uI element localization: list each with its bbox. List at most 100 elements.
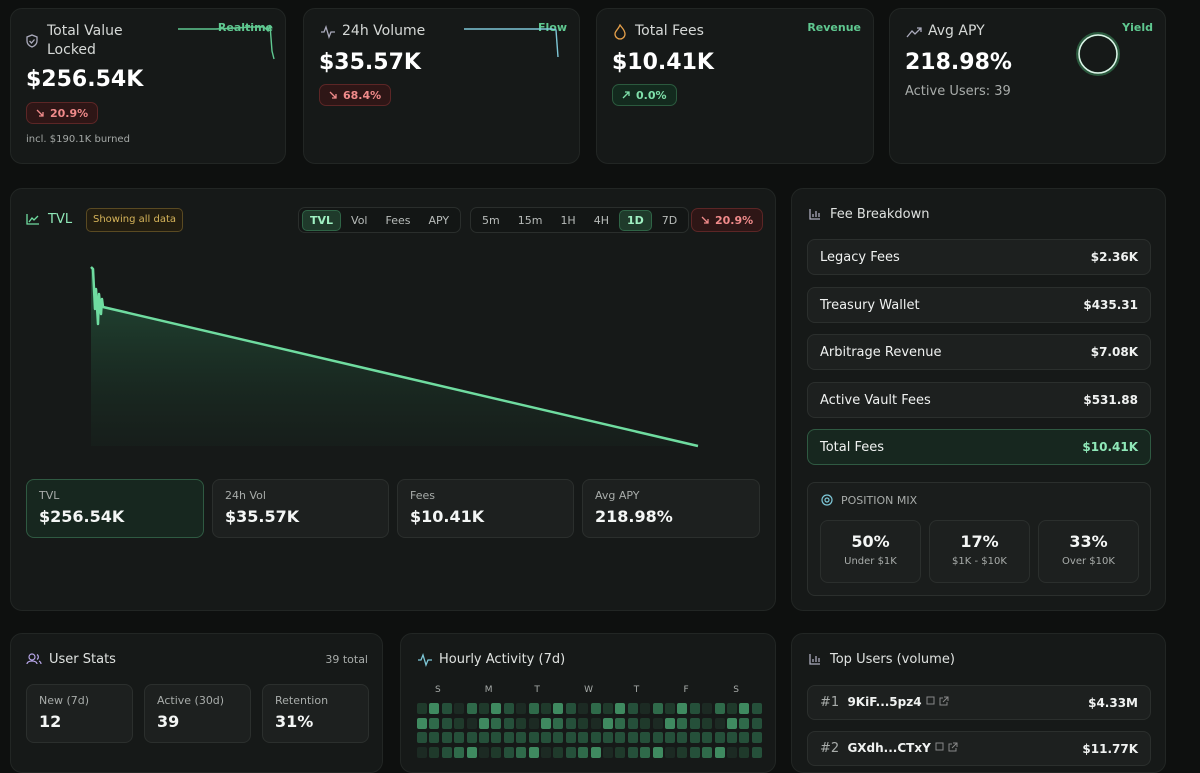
user-stat: New (7d) 12 (26, 684, 133, 743)
heat-cell (479, 732, 489, 743)
heat-cell (665, 732, 675, 743)
user-volume: $11.77K (1082, 741, 1138, 756)
heat-cell (503, 732, 514, 743)
heat-cell (714, 703, 725, 714)
heat-cell (702, 732, 713, 743)
copy-link-icons[interactable] (926, 696, 952, 706)
user-stat-label: Active (30d) (157, 694, 225, 707)
heat-cell (553, 746, 564, 758)
range-tab[interactable]: 1D (619, 209, 652, 231)
stat-tag: Flow (537, 21, 567, 34)
heat-cell (739, 746, 750, 758)
heat-cell (441, 732, 452, 743)
heat-cell (751, 703, 762, 714)
range-tab[interactable]: 15m (517, 213, 543, 227)
copy-link-icons[interactable] (935, 742, 961, 752)
heat-cell (417, 703, 427, 714)
heat-cell (516, 732, 527, 743)
range-tab[interactable]: 7D (661, 213, 678, 227)
summary-card: Fees $10.41K (397, 479, 574, 538)
stat-card: Total Value Locked Realtime $256.54K 20.… (10, 8, 286, 164)
heat-cell (714, 746, 725, 758)
heat-cell (479, 717, 489, 729)
panel-title: TVL (48, 212, 73, 227)
mix-title: POSITION MIX (841, 494, 918, 507)
heat-cell (479, 703, 489, 714)
metric-tabs: TVL Vol Fees APY (298, 207, 462, 233)
heat-cell (491, 717, 502, 729)
shield-icon (26, 34, 38, 48)
stat-title: Total Value Locked (47, 23, 123, 58)
range-tab[interactable]: 4H (593, 213, 609, 227)
line (90, 266, 699, 448)
fee-row: Treasury Wallet $435.31 (807, 287, 1151, 323)
user-stats-panel: User Stats 39 total New (7d) 12 Active (3… (10, 633, 383, 773)
heat-cell (727, 746, 737, 758)
heat-cell (528, 732, 539, 743)
heat-cell (429, 732, 440, 743)
change-text: 20.9% (715, 213, 754, 227)
fee-total: Total Fees $10.41K (807, 429, 1151, 465)
heat-cell (541, 732, 551, 743)
summary-value: $10.41K (410, 507, 485, 526)
stat-note: Active Users: 39 (905, 84, 1011, 99)
change-pill: 20.9% (691, 208, 764, 232)
fee-panel: Fee Breakdown Legacy Fees $2.36K Treasury… (791, 188, 1166, 611)
heat-cell (627, 746, 638, 758)
user-stat-value: 39 (157, 712, 180, 731)
summary-label: Fees (410, 489, 435, 502)
mix-label: $1K - $10K (952, 556, 1007, 567)
top-users-panel: Top Users (volume) #1 9KiF...5pz4 $4.33M… (791, 633, 1166, 773)
trend-icon (906, 27, 922, 38)
stat-value: $35.57K (319, 50, 421, 75)
change-pill: 68.4% (319, 84, 392, 106)
heat-cell (565, 746, 576, 758)
heat-cell (578, 732, 589, 743)
heat-cell (417, 746, 427, 758)
stat-note: incl. $190.1K burned (26, 134, 130, 145)
heat-cell (689, 732, 700, 743)
user-row[interactable]: #2 GXdh...CTxY $11.77K (807, 731, 1151, 766)
summary-label: 24h Vol (225, 489, 266, 502)
heat-cell (429, 717, 440, 729)
heat-cell (441, 717, 452, 729)
stat-value: $10.41K (612, 50, 714, 75)
user-rank: #1 (820, 695, 840, 710)
heat-cell (590, 732, 601, 743)
range-tab[interactable]: 1H (560, 213, 576, 227)
stat-card: Total Fees Revenue $10.41K 0.0% (596, 8, 874, 164)
summary-value: $35.57K (225, 507, 300, 526)
fee-value: $2.36K (1090, 250, 1138, 264)
heat-cell (652, 732, 663, 743)
change-text: 68.4% (343, 88, 382, 102)
heat-cell (665, 717, 675, 729)
heat-cell (441, 746, 452, 758)
change-text: 0.0% (636, 88, 667, 102)
metric-tab[interactable]: TVL (302, 209, 342, 231)
fee-label: Treasury Wallet (820, 297, 920, 313)
heat-cell (565, 703, 576, 714)
user-stat-value: 31% (275, 712, 314, 731)
heat-cell (714, 732, 725, 743)
metric-tab[interactable]: Vol (351, 213, 368, 227)
heat-cell (553, 717, 564, 729)
summary-label: Avg APY (595, 489, 640, 502)
heat-cell (491, 703, 502, 714)
heat-cell (590, 703, 601, 714)
user-row[interactable]: #1 9KiF...5pz4 $4.33M (807, 685, 1151, 720)
range-tab[interactable]: 5m (482, 213, 500, 227)
user-rank: #2 (820, 741, 840, 756)
metric-tab[interactable]: APY (428, 213, 450, 227)
bars-icon (809, 209, 820, 220)
stat-card: Avg APY Yield 218.98% Active Users: 39 (889, 8, 1166, 164)
mix-label: Over $10K (1062, 556, 1115, 567)
metric-tab[interactable]: Fees (385, 213, 411, 227)
mix-item: 17% $1K - $10K (929, 520, 1030, 583)
heat-cell (702, 746, 713, 758)
tvl-panel: TVL Showing all data TVL Vol Fees APY 5m… (10, 188, 776, 611)
heat-cell (727, 732, 737, 743)
heat-cell (603, 703, 613, 714)
sparkline (464, 28, 559, 58)
heat-cell (702, 717, 713, 729)
day-label: F (683, 685, 689, 695)
